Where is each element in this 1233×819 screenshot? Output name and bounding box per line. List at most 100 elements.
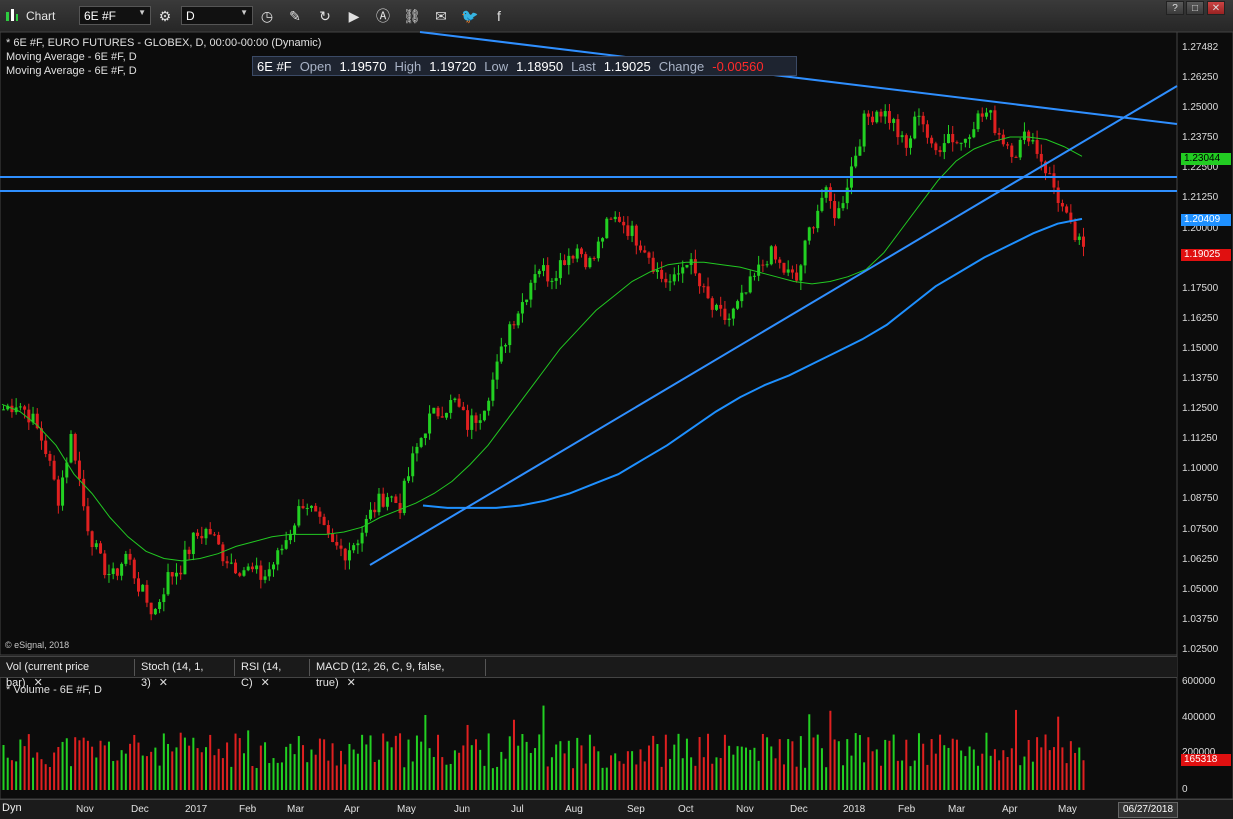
volume-bar: [875, 749, 878, 790]
candle: [976, 113, 980, 130]
time-axis-label: Mar: [948, 804, 966, 815]
volume-bar: [487, 733, 490, 790]
volume-bar: [681, 758, 684, 790]
volume-bar: [82, 737, 85, 790]
volume-bar: [858, 735, 861, 790]
candle: [984, 112, 988, 117]
candle: [449, 400, 453, 413]
candle: [892, 119, 896, 123]
candle: [394, 496, 398, 504]
candle: [938, 150, 942, 153]
volume-bar: [470, 745, 473, 790]
candle: [651, 257, 655, 272]
pencil-icon[interactable]: ✎: [289, 7, 301, 24]
volume-bar: [698, 737, 701, 790]
candle: [352, 545, 356, 551]
price-axis-label: 1.16250: [1182, 312, 1219, 324]
volume-bar: [829, 710, 832, 790]
candle: [318, 511, 322, 517]
dyn-label[interactable]: Dyn: [2, 802, 22, 814]
comment-icon[interactable]: ✉: [435, 7, 447, 24]
close-icon[interactable]: ✕: [260, 677, 270, 689]
volume-bar: [390, 747, 393, 790]
candle: [482, 410, 486, 421]
volume-bar: [512, 719, 515, 790]
candle: [111, 568, 115, 575]
candle: [761, 264, 765, 266]
candle: [672, 274, 676, 282]
close-icon[interactable]: ✕: [158, 677, 168, 689]
close-icon[interactable]: ✕: [33, 677, 43, 689]
candle: [174, 572, 178, 577]
tab-macd[interactable]: MACD (12, 26, C, 9, false, true) ✕: [310, 659, 486, 689]
volume-bar: [129, 743, 132, 790]
candle: [377, 493, 381, 513]
ma1-label: Moving Average - 6E #F, D: [6, 51, 137, 63]
candle: [567, 255, 571, 265]
alert-icon[interactable]: Ⓐ: [376, 8, 390, 24]
volume-bar: [842, 765, 845, 790]
link-icon[interactable]: ⛓: [403, 7, 421, 24]
volume-axis-label: 200000: [1182, 747, 1216, 758]
clock-icon[interactable]: ◷: [260, 7, 274, 24]
candle: [326, 525, 330, 534]
twitter-icon[interactable]: 🐦: [461, 7, 479, 24]
refresh-icon[interactable]: ↻: [319, 7, 331, 24]
price-axis-label: 1.05000: [1182, 583, 1219, 595]
volume-bar: [647, 745, 650, 790]
candle: [647, 252, 651, 258]
volume-bar: [567, 740, 570, 790]
volume-bar: [78, 740, 81, 790]
candle: [499, 346, 503, 362]
volume-bar: [774, 758, 777, 790]
candle: [626, 225, 630, 236]
symbol-input[interactable]: 6E #F ▼: [79, 6, 151, 25]
volume-bar: [1010, 748, 1013, 790]
volume-bar: [1002, 750, 1005, 790]
candle: [6, 405, 10, 410]
interval-input[interactable]: D ▼: [181, 6, 253, 25]
volume-bar: [728, 745, 731, 790]
facebook-icon[interactable]: f: [497, 8, 501, 24]
tab-rsi[interactable]: RSI (14, C) ✕: [235, 659, 310, 689]
candle: [769, 246, 773, 265]
settings-icon[interactable]: ⚙: [158, 7, 172, 24]
candle: [812, 227, 815, 229]
volume-bar: [293, 754, 296, 790]
tab-stoch[interactable]: Stoch (14, 1, 3) ✕: [135, 659, 235, 689]
volume-bar: [626, 751, 629, 790]
volume-bar: [808, 714, 811, 790]
volume-bar: [643, 761, 646, 790]
volume-bar: [264, 742, 267, 790]
chevron-down-icon[interactable]: ▼: [240, 8, 248, 17]
date-box: 06/27/2018: [1118, 802, 1178, 818]
volume-bar: [597, 751, 600, 790]
tab-volume[interactable]: Vol (current price bar) ✕: [0, 659, 135, 689]
chevron-down-icon[interactable]: ▼: [138, 8, 146, 17]
candle: [293, 525, 297, 535]
restore-button[interactable]: □: [1186, 1, 1204, 15]
candle: [854, 155, 858, 167]
candle: [187, 549, 191, 555]
candle: [238, 573, 242, 576]
volume-bar: [685, 738, 688, 790]
volume-bar: [48, 766, 51, 790]
play-icon[interactable]: ▶: [348, 7, 360, 24]
candle: [584, 254, 588, 268]
high-label: High: [394, 58, 422, 74]
candle: [347, 550, 351, 561]
close-button[interactable]: ✕: [1207, 1, 1225, 15]
volume-bar: [213, 755, 216, 790]
candle: [904, 135, 908, 148]
candle: [402, 480, 406, 514]
chart-app-icon: [6, 9, 18, 21]
candle: [242, 570, 246, 576]
volume-bar: [150, 751, 153, 790]
candle: [1010, 145, 1014, 157]
help-button[interactable]: ?: [1166, 1, 1184, 15]
volume-bar: [913, 760, 916, 790]
close-icon[interactable]: ✕: [346, 677, 356, 689]
volume-bar: [1065, 763, 1068, 790]
candle: [778, 259, 782, 263]
